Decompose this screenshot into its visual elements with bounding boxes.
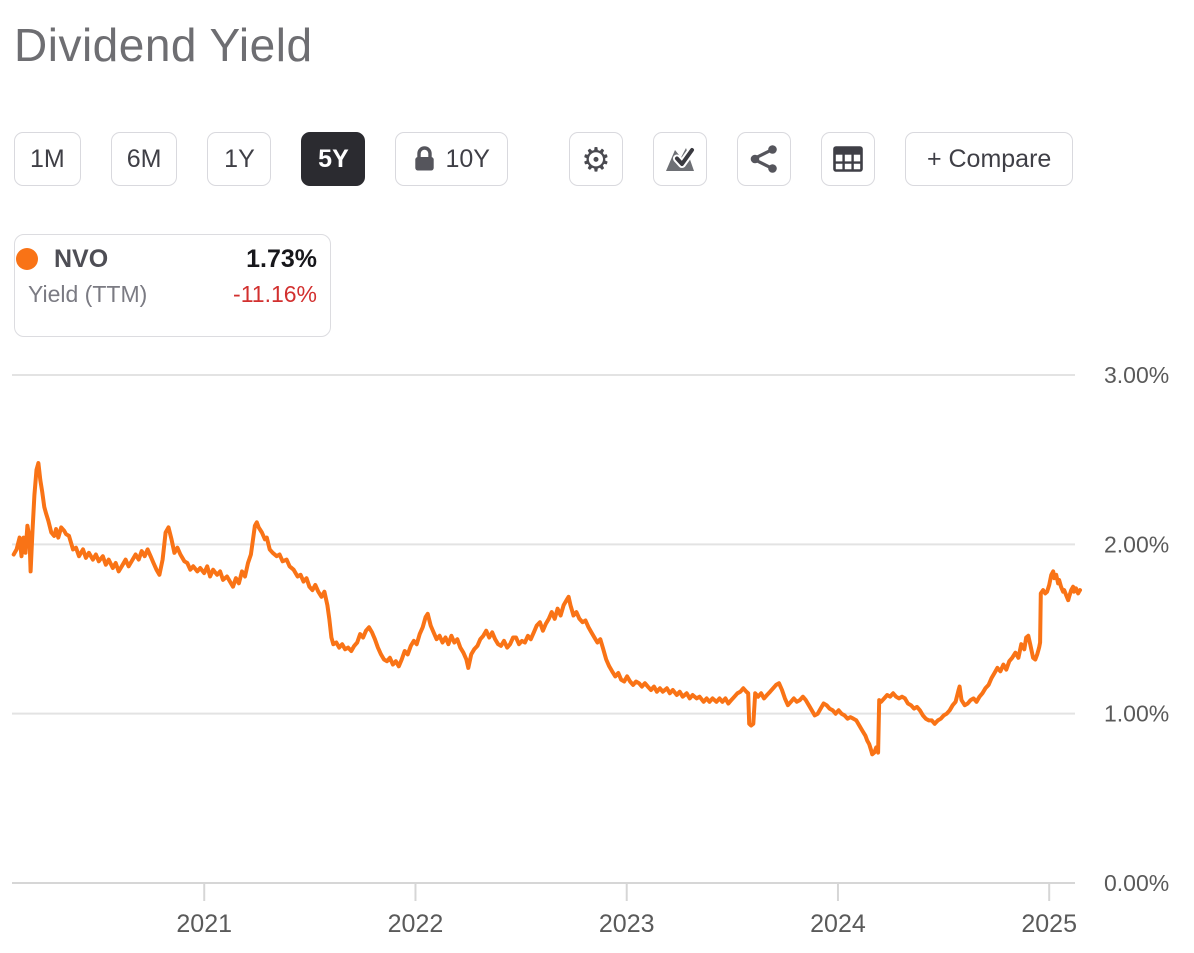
area-chart-icon <box>664 143 696 175</box>
share-button[interactable] <box>736 132 791 186</box>
x-axis-label: 2022 <box>388 910 444 938</box>
y-axis-label: 3.00% <box>1104 362 1169 388</box>
settings-button[interactable]: ⚙︎ <box>568 132 623 186</box>
legend-metric-label: Yield (TTM) <box>28 281 148 307</box>
gear-icon: ⚙︎ <box>581 139 611 179</box>
x-axis-label: 2023 <box>599 910 655 938</box>
series-color-dot <box>16 248 38 270</box>
chart-toolbar: 1M 6M 1Y 5Y 10Y ⚙︎ <box>14 132 1074 186</box>
legend-current-value: 1.73% <box>246 245 317 273</box>
compare-button[interactable]: + Compare <box>904 132 1074 186</box>
y-axis-label: 2.00% <box>1104 531 1169 557</box>
range-button-1m[interactable]: 1M <box>14 132 81 186</box>
x-axis-label: 2021 <box>176 910 232 938</box>
lock-icon <box>413 145 436 173</box>
range-button-10y-label: 10Y <box>445 144 490 173</box>
range-button-10y[interactable]: 10Y <box>395 132 508 186</box>
y-axis-label: 1.00% <box>1104 701 1169 727</box>
y-axis-label: 0.00% <box>1104 870 1169 896</box>
table-icon <box>832 144 864 174</box>
table-view-button[interactable] <box>820 132 875 186</box>
range-button-5y[interactable]: 5Y <box>301 132 366 186</box>
legend-card <box>14 234 331 337</box>
page-title: Dividend Yield <box>14 19 313 71</box>
range-button-1y[interactable]: 1Y <box>207 132 272 186</box>
chart-type-button[interactable] <box>652 132 707 186</box>
legend-change-value: -11.16% <box>233 281 317 307</box>
x-axis-label: 2024 <box>810 910 866 938</box>
range-button-6m[interactable]: 6M <box>110 132 178 186</box>
share-icon <box>749 144 779 174</box>
legend-ticker: NVO <box>54 245 109 273</box>
x-axis-label: 2025 <box>1021 910 1077 938</box>
yield-line <box>11 461 1082 757</box>
